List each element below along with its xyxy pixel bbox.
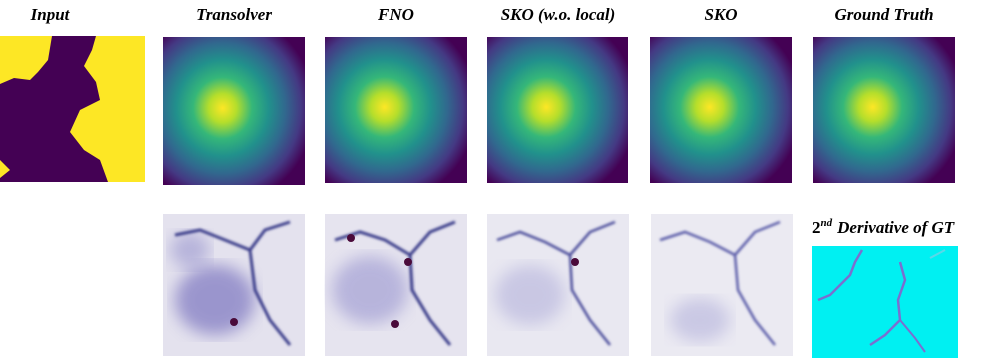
- label-superscript: nd: [821, 217, 833, 229]
- label-text: Derivative of GT: [836, 218, 955, 237]
- prediction-image: [163, 37, 305, 185]
- derivative-image: [812, 246, 958, 358]
- column-title: Transolver: [196, 5, 272, 24]
- column-title: Input: [30, 5, 71, 24]
- prediction-image: [325, 37, 467, 183]
- column-title: SKO: [704, 5, 737, 24]
- prediction-image: [650, 37, 792, 183]
- error-map: [487, 214, 629, 356]
- label-base: 2: [812, 218, 821, 237]
- error-map: [651, 214, 793, 356]
- ground-truth-image: [813, 37, 955, 183]
- error-map: [163, 214, 305, 356]
- derivative-label: 2nd Derivative of GT: [812, 217, 955, 237]
- column-title: FNO: [377, 5, 414, 24]
- prediction-image: [487, 37, 628, 183]
- column-title: Ground Truth: [834, 5, 933, 24]
- error-map: [325, 214, 467, 356]
- column-title: SKO (w.o. local): [501, 5, 616, 24]
- input-image: [0, 36, 145, 182]
